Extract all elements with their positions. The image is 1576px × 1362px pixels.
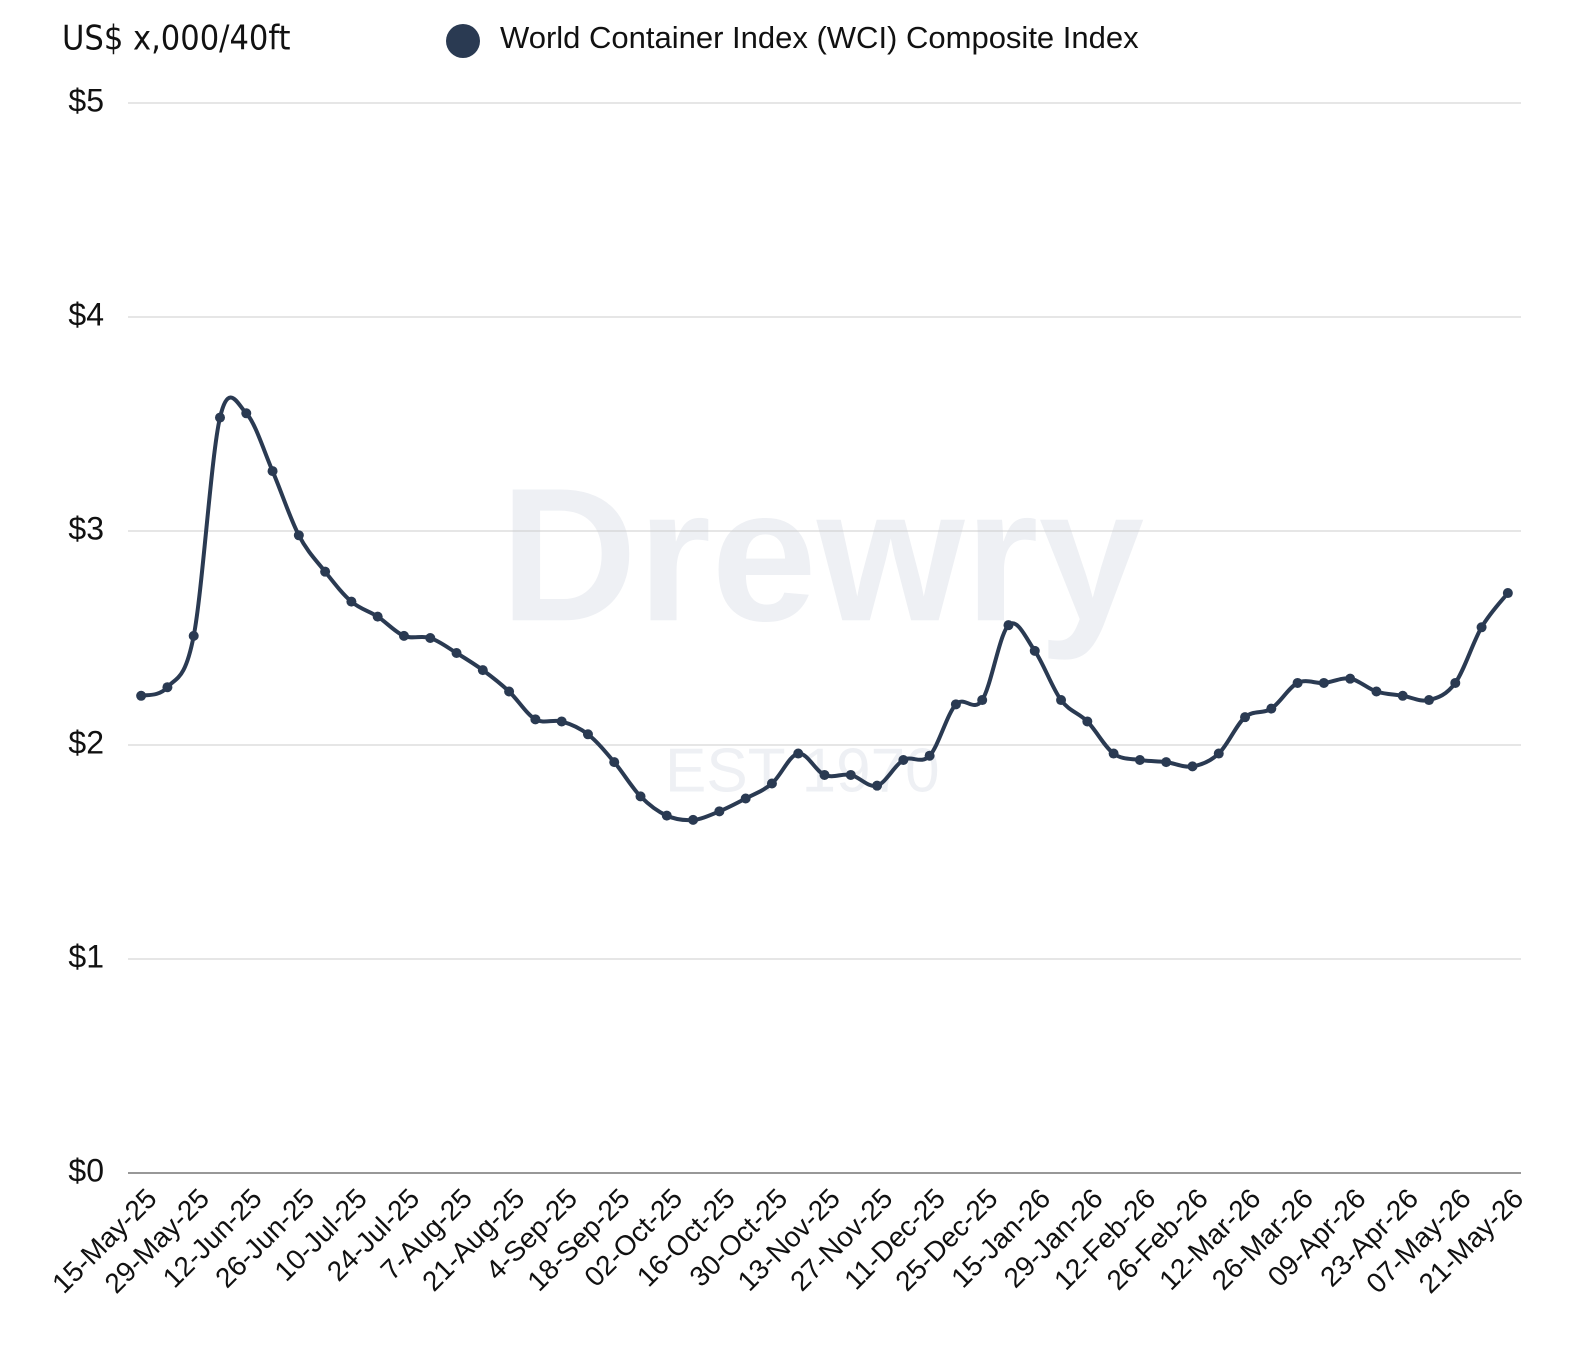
chart-title: US$ x,000/40ft [62, 19, 291, 59]
data-point [1266, 703, 1277, 714]
data-point [136, 690, 147, 701]
data-point [1345, 673, 1356, 684]
legend: World Container Index (WCI) Composite In… [446, 20, 1139, 58]
data-point [609, 757, 620, 768]
data-point [1371, 686, 1382, 697]
y-tick-label: $5 [68, 82, 104, 118]
data-point [1187, 761, 1198, 772]
data-point [556, 716, 567, 727]
data-point [1134, 754, 1145, 765]
data-point [819, 769, 830, 780]
data-point [293, 530, 304, 541]
data-point [504, 686, 515, 697]
legend-marker [446, 24, 480, 58]
data-point [267, 466, 278, 477]
data-point [1082, 716, 1093, 727]
y-tick-label: $2 [68, 724, 104, 760]
data-point [1318, 677, 1329, 688]
data-point [1502, 588, 1513, 599]
data-point [477, 665, 488, 676]
data-point [1397, 690, 1408, 701]
y-tick-label: $0 [68, 1152, 104, 1188]
data-point [1056, 695, 1067, 706]
data-point [1424, 695, 1435, 706]
data-point [451, 647, 462, 658]
data-point [320, 566, 331, 577]
data-point [1292, 677, 1303, 688]
data-point [162, 682, 173, 693]
data-point [1240, 712, 1251, 723]
data-point [530, 714, 541, 725]
data-point [898, 754, 909, 765]
data-point [241, 408, 252, 419]
data-point [845, 769, 856, 780]
data-point [661, 810, 672, 821]
y-tick-label: $1 [68, 938, 104, 974]
data-point [635, 791, 646, 802]
data-point [1029, 645, 1040, 656]
data-point [398, 630, 409, 641]
legend-label: World Container Index (WCI) Composite In… [500, 20, 1139, 55]
y-tick-label: $3 [68, 510, 104, 546]
data-point [872, 780, 883, 791]
data-point [924, 750, 935, 761]
data-point [688, 814, 699, 825]
data-point [1108, 748, 1119, 759]
watermark: Drewry [500, 449, 1144, 661]
data-point [766, 778, 777, 789]
data-point [793, 748, 804, 759]
data-point [1003, 620, 1014, 631]
data-point [214, 412, 225, 423]
data-point [977, 695, 988, 706]
data-point [582, 729, 593, 740]
data-point [188, 630, 199, 641]
data-point [425, 633, 436, 643]
data-point [1450, 677, 1461, 688]
data-point [714, 806, 725, 817]
data-point [1161, 757, 1172, 768]
data-point [1476, 622, 1487, 633]
data-point [1213, 748, 1224, 759]
data-point [372, 611, 383, 622]
data-point [346, 596, 357, 607]
y-tick-label: $4 [68, 296, 104, 332]
data-point [740, 793, 751, 804]
watermark-sub: EST 1970 [665, 736, 940, 805]
data-point [950, 699, 961, 710]
